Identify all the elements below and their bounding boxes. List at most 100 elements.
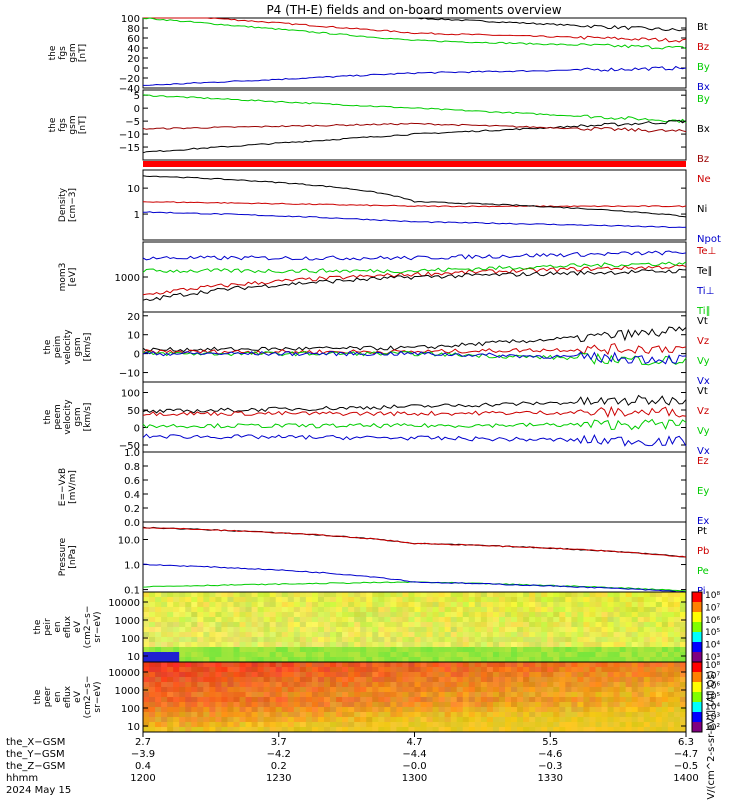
heatmap-cell (372, 697, 379, 703)
heatmap-cell (511, 722, 518, 728)
heatmap-cell (293, 607, 301, 613)
heatmap-cell (643, 602, 651, 608)
heatmap-cell (287, 682, 295, 688)
heatmap-cell (275, 637, 283, 643)
heatmap-cell (523, 602, 530, 608)
heatmap-cell (215, 592, 222, 598)
heatmap-cell (179, 722, 186, 728)
heatmap-cell (185, 672, 192, 678)
heatmap-cell (185, 717, 192, 723)
heatmap-cell (269, 642, 277, 648)
heatmap-cell (161, 627, 168, 633)
heatmap-cell (456, 697, 464, 703)
heatmap-cell (480, 667, 488, 673)
heatmap-cell (336, 667, 343, 673)
heatmap-cell (432, 622, 440, 628)
heatmap-cell (293, 682, 301, 688)
heatmap-cell (673, 692, 681, 698)
heatmap-cell (547, 622, 554, 628)
heatmap-cell (227, 617, 234, 623)
heatmap-cell (553, 617, 560, 623)
heatmap-cell (209, 612, 216, 618)
heatmap-cell (396, 622, 403, 628)
heatmap-cell (444, 697, 452, 703)
heatmap-cell (541, 627, 548, 633)
heatmap-cell (649, 682, 657, 688)
heatmap-cell (239, 717, 247, 723)
series-line-Pb (142, 527, 687, 558)
heatmap-cell (655, 697, 663, 703)
heatmap-cell (281, 727, 289, 733)
heatmap-cell (372, 647, 379, 653)
heatmap-cell (396, 712, 403, 718)
heatmap-cell (450, 642, 458, 648)
heatmap-cell (299, 712, 307, 718)
heatmap-cell (583, 612, 590, 618)
heatmap-cell (215, 612, 222, 618)
heatmap-cell (143, 672, 150, 678)
heatmap-cell (661, 627, 669, 633)
heatmap-cell (649, 717, 657, 723)
heatmap-cell (408, 672, 415, 678)
heatmap-cell (619, 592, 627, 598)
heatmap-cell (498, 657, 506, 663)
heatmap-cell (263, 607, 271, 613)
heatmap-cell (523, 717, 530, 723)
heatmap-cell (601, 662, 609, 668)
heatmap-cell (480, 692, 488, 698)
heatmap-cell (595, 727, 603, 733)
heatmap-cell (275, 597, 283, 603)
heatmap-cell (366, 622, 373, 628)
heatmap-cell (541, 622, 548, 628)
heatmap-cell (372, 682, 379, 688)
heatmap-cell (143, 647, 150, 653)
heatmap-cell (492, 597, 500, 603)
y-axis-label: the (48, 117, 58, 132)
heatmap-cell (607, 617, 615, 623)
heatmap-cell (324, 662, 331, 668)
heatmap-cell (432, 592, 440, 598)
heatmap-cell (511, 672, 518, 678)
heatmap-cell (444, 617, 452, 623)
heatmap-cell (402, 712, 409, 718)
heatmap-cell (149, 717, 156, 723)
heatmap-cell (324, 632, 331, 638)
heatmap-cell (293, 692, 301, 698)
heatmap-cell (426, 677, 434, 683)
heatmap-cell (305, 602, 313, 608)
heatmap-cell (601, 692, 609, 698)
heatmap-cell (468, 682, 476, 688)
heatmap-cell (601, 652, 609, 658)
heatmap-cell (571, 617, 578, 623)
heatmap-cell (450, 597, 458, 603)
heatmap-cell (655, 637, 663, 643)
heatmap-cell (613, 697, 621, 703)
heatmap-cell (330, 712, 337, 718)
heatmap-cell (547, 657, 554, 663)
colorbar-tick-label: 10⁴ (705, 702, 720, 712)
heatmap-cell (251, 687, 259, 693)
heatmap-cell (511, 632, 518, 638)
heatmap-cell (462, 627, 470, 633)
heatmap-cell (330, 687, 337, 693)
heatmap-cell (559, 592, 566, 598)
heatmap-cell (324, 727, 331, 733)
heatmap-cell (324, 627, 331, 633)
heatmap-cell (619, 617, 627, 623)
heatmap-cell (239, 697, 247, 703)
y-axis-label: [mV/m] (68, 470, 78, 504)
heatmap-cell (432, 647, 440, 653)
heatmap-cell (571, 702, 578, 708)
heatmap-cell (589, 727, 596, 733)
heatmap-cell (517, 667, 524, 673)
heatmap-cell (149, 607, 156, 613)
heatmap-cell (619, 722, 627, 728)
heatmap-cell (595, 622, 603, 628)
heatmap-cell (155, 722, 162, 728)
heatmap-cell (432, 687, 440, 693)
heatmap-cell (541, 722, 548, 728)
heatmap-cell (462, 697, 470, 703)
heatmap-cell (547, 707, 554, 713)
